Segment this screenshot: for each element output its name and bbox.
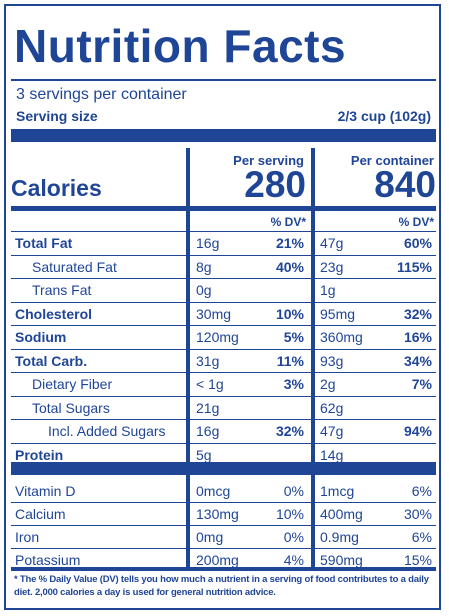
container-amount: 360mg xyxy=(320,329,363,345)
container-dv: 6% xyxy=(411,483,432,499)
container-amount: 0.9mg xyxy=(320,529,359,545)
row-divider xyxy=(11,278,436,279)
nutrient-name: Total Fat xyxy=(15,235,73,251)
column-separator-serving xyxy=(186,148,190,567)
container-dv: 6% xyxy=(411,529,432,545)
serving-amount: < 1g xyxy=(196,376,224,392)
calories-per-serving: 280 xyxy=(244,164,306,205)
container-amount: 14g xyxy=(320,446,344,463)
nutrition-facts-label: Nutrition Facts 3 servings per container… xyxy=(4,4,441,610)
serving-size-value: 2/3 cup (102g) xyxy=(337,108,431,124)
serving-amount: 0mg xyxy=(196,529,224,545)
container-dv: 60% xyxy=(403,235,432,251)
row-divider xyxy=(11,301,436,303)
serving-dv: 11% xyxy=(276,352,304,369)
serving-amount: 16g xyxy=(196,235,220,251)
serving-dv: 32% xyxy=(275,423,304,439)
divider xyxy=(11,79,436,81)
serving-amount: 16g xyxy=(196,423,220,439)
serving-dv: 3% xyxy=(283,376,304,392)
row-divider xyxy=(11,502,436,503)
nutrient-name: Sodium xyxy=(15,329,67,345)
serving-dv: 40% xyxy=(275,258,304,275)
serving-amount: 130mg xyxy=(196,506,239,522)
container-amount: 62g xyxy=(320,399,344,416)
row-divider xyxy=(11,419,436,420)
calories-per-container: 840 xyxy=(374,164,436,205)
nutrient-name: Saturated Fat xyxy=(32,258,117,275)
container-amount: 47g xyxy=(320,235,344,251)
servings-per-container: 3 servings per container xyxy=(16,86,187,103)
serving-amount: 200mg xyxy=(196,552,239,568)
serving-dv: 5% xyxy=(283,329,304,345)
dv-header-serving: % DV* xyxy=(270,215,306,229)
nutrient-name: Total Carb. xyxy=(15,352,88,369)
nutrient-name: Incl. Added Sugars xyxy=(48,423,166,439)
container-dv: 34% xyxy=(403,352,432,369)
container-amount: 2g xyxy=(320,376,336,392)
row-divider xyxy=(11,372,436,373)
serving-dv: 0% xyxy=(283,529,304,545)
container-dv: 15% xyxy=(403,552,432,568)
container-dv: 7% xyxy=(411,376,432,392)
container-amount: 1g xyxy=(320,282,336,298)
row-divider xyxy=(11,325,436,326)
footnote-divider xyxy=(11,567,436,571)
serving-amount: 0g xyxy=(196,282,212,298)
row-divider xyxy=(11,525,436,526)
serving-dv: 10% xyxy=(275,305,304,322)
label-title: Nutrition Facts xyxy=(14,20,347,72)
thick-divider-vitamins xyxy=(11,462,436,475)
column-separator-container xyxy=(311,148,315,567)
container-dv: 32% xyxy=(403,305,432,322)
footnote: * The % Daily Value (DV) tells you how m… xyxy=(14,574,429,598)
serving-amount: 31g xyxy=(196,352,220,369)
serving-size-label: Serving size xyxy=(16,108,98,124)
row-divider xyxy=(11,254,436,256)
thick-divider xyxy=(11,129,436,142)
dv-header-container: % DV* xyxy=(398,215,434,229)
row-divider xyxy=(11,231,436,232)
container-dv: 115% xyxy=(396,258,432,275)
serving-amount: 5g xyxy=(196,446,212,463)
nutrient-name: Trans Fat xyxy=(32,282,92,298)
serving-amount: 120mg xyxy=(196,329,239,345)
vitamin-name: Potassium xyxy=(15,552,81,568)
container-amount: 47g xyxy=(320,423,344,439)
serving-amount: 30mg xyxy=(196,305,232,322)
nutrient-name: Protein xyxy=(15,446,64,463)
row-divider xyxy=(11,395,436,397)
nutrient-name: Cholesterol xyxy=(15,305,93,322)
serving-amount: 0mcg xyxy=(196,483,231,499)
container-dv: 16% xyxy=(403,329,432,345)
serving-dv: 21% xyxy=(275,235,304,251)
container-dv: 94% xyxy=(403,423,432,439)
serving-amount: 21g xyxy=(196,399,220,416)
container-dv: 30% xyxy=(403,506,432,522)
vitamin-name: Vitamin D xyxy=(15,483,76,499)
container-amount: 400mg xyxy=(320,506,363,522)
row-divider xyxy=(11,348,436,350)
serving-dv: 0% xyxy=(283,483,304,499)
container-amount: 95mg xyxy=(320,305,356,322)
vitamin-name: Calcium xyxy=(15,506,66,522)
row-divider xyxy=(11,548,436,549)
container-amount: 1mcg xyxy=(320,483,355,499)
nutrient-name: Total Sugars xyxy=(32,399,110,416)
row-divider xyxy=(11,442,436,444)
container-amount: 590mg xyxy=(320,552,363,568)
container-amount: 23g xyxy=(320,258,344,275)
serving-amount: 8g xyxy=(196,258,212,275)
calories-label: Calories xyxy=(11,175,102,201)
nutrient-name: Dietary Fiber xyxy=(32,376,113,392)
serving-dv: 10% xyxy=(275,506,304,522)
vitamin-name: Iron xyxy=(15,529,40,545)
per-container-header: Per container xyxy=(350,153,434,168)
calories-divider xyxy=(11,206,436,211)
per-serving-header: Per serving xyxy=(233,153,304,168)
serving-dv: 4% xyxy=(283,552,304,568)
container-amount: 93g xyxy=(320,352,344,369)
